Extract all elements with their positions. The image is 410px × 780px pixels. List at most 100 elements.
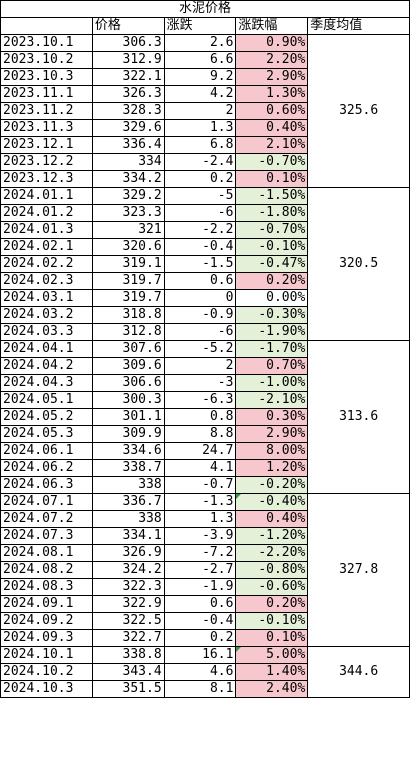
change-pct-cell[interactable]: -0.40% (235, 493, 309, 511)
change-cell[interactable]: 24.7 (163, 442, 237, 460)
price-cell[interactable]: 322.7 (91, 629, 165, 647)
price-cell[interactable]: 336.7 (91, 493, 165, 511)
change-cell[interactable]: 4.6 (163, 663, 237, 681)
date-cell[interactable]: 2024.01.2 (0, 204, 93, 222)
date-cell[interactable]: 2024.09.2 (0, 612, 93, 630)
change-cell[interactable]: 8.1 (163, 680, 237, 698)
change-cell[interactable]: 6.8 (163, 136, 237, 154)
change-pct-cell[interactable]: 0.60% (235, 102, 309, 120)
change-cell[interactable]: -7.2 (163, 544, 237, 562)
change-cell[interactable]: 4.1 (163, 459, 237, 477)
change-cell[interactable]: -5 (163, 187, 237, 205)
change-cell[interactable]: 2 (163, 102, 237, 120)
change-cell[interactable]: -6 (163, 323, 237, 341)
change-cell[interactable]: -6.3 (163, 391, 237, 409)
date-cell[interactable]: 2024.09.1 (0, 595, 93, 613)
header-change[interactable]: 涨跌 (163, 17, 237, 35)
price-cell[interactable]: 321 (91, 221, 165, 239)
date-cell[interactable]: 2023.10.1 (0, 34, 93, 52)
price-cell[interactable]: 338.7 (91, 459, 165, 477)
date-cell[interactable]: 2024.10.1 (0, 646, 93, 664)
change-pct-cell[interactable]: -2.10% (235, 391, 309, 409)
date-cell[interactable]: 2024.03.3 (0, 323, 93, 341)
price-cell[interactable]: 319.7 (91, 289, 165, 307)
change-pct-cell[interactable]: -1.70% (235, 340, 309, 358)
price-cell[interactable]: 300.3 (91, 391, 165, 409)
date-cell[interactable]: 2024.05.2 (0, 408, 93, 426)
change-cell[interactable]: -0.4 (163, 612, 237, 630)
change-pct-cell[interactable]: -0.80% (235, 561, 309, 579)
price-cell[interactable]: 338.8 (91, 646, 165, 664)
change-cell[interactable]: -0.9 (163, 306, 237, 324)
change-pct-cell[interactable]: 0.10% (235, 629, 309, 647)
date-cell[interactable]: 2024.03.1 (0, 289, 93, 307)
change-pct-cell[interactable]: 1.40% (235, 663, 309, 681)
date-cell[interactable]: 2024.01.3 (0, 221, 93, 239)
price-cell[interactable]: 338 (91, 510, 165, 528)
change-cell[interactable]: -2.2 (163, 221, 237, 239)
date-cell[interactable]: 2024.08.2 (0, 561, 93, 579)
change-pct-cell[interactable]: 1.20% (235, 459, 309, 477)
sheet-title[interactable]: 水泥价格 (0, 0, 410, 18)
price-cell[interactable]: 328.3 (91, 102, 165, 120)
change-cell[interactable]: -1.9 (163, 578, 237, 596)
change-pct-cell[interactable]: -0.10% (235, 238, 309, 256)
change-pct-cell[interactable]: 0.40% (235, 119, 309, 137)
date-cell[interactable]: 2024.01.1 (0, 187, 93, 205)
change-pct-cell[interactable]: 0.90% (235, 34, 309, 52)
price-cell[interactable]: 334 (91, 153, 165, 171)
price-cell[interactable]: 326.9 (91, 544, 165, 562)
price-cell[interactable]: 351.5 (91, 680, 165, 698)
date-cell[interactable]: 2023.12.3 (0, 170, 93, 188)
price-cell[interactable]: 322.3 (91, 578, 165, 596)
date-cell[interactable]: 2024.07.1 (0, 493, 93, 511)
change-cell[interactable]: 2 (163, 357, 237, 375)
change-pct-cell[interactable]: -0.10% (235, 612, 309, 630)
change-cell[interactable]: 1.3 (163, 119, 237, 137)
change-pct-cell[interactable]: 0.20% (235, 595, 309, 613)
date-cell[interactable]: 2024.05.3 (0, 425, 93, 443)
change-pct-cell[interactable]: 1.30% (235, 85, 309, 103)
change-pct-cell[interactable]: -2.20% (235, 544, 309, 562)
header-price[interactable]: 价格 (91, 17, 165, 35)
date-cell[interactable]: 2023.10.3 (0, 68, 93, 86)
price-cell[interactable]: 312.9 (91, 51, 165, 69)
date-cell[interactable]: 2023.10.2 (0, 51, 93, 69)
change-pct-cell[interactable]: -1.00% (235, 374, 309, 392)
date-cell[interactable]: 2024.03.2 (0, 306, 93, 324)
price-cell[interactable]: 338 (91, 476, 165, 494)
change-cell[interactable]: 0.6 (163, 272, 237, 290)
price-cell[interactable]: 329.6 (91, 119, 165, 137)
change-pct-cell[interactable]: 5.00% (235, 646, 309, 664)
date-cell[interactable]: 2024.10.2 (0, 663, 93, 681)
change-cell[interactable]: -1.5 (163, 255, 237, 273)
header-change-pct[interactable]: 涨跌幅 (235, 17, 309, 35)
date-cell[interactable]: 2024.06.1 (0, 442, 93, 460)
change-pct-cell[interactable]: 0.70% (235, 357, 309, 375)
change-cell[interactable]: 2.6 (163, 34, 237, 52)
change-cell[interactable]: -6 (163, 204, 237, 222)
change-cell[interactable]: 0.2 (163, 170, 237, 188)
date-cell[interactable]: 2024.09.3 (0, 629, 93, 647)
price-cell[interactable]: 326.3 (91, 85, 165, 103)
price-cell[interactable]: 322.1 (91, 68, 165, 86)
date-cell[interactable]: 2024.02.3 (0, 272, 93, 290)
price-cell[interactable]: 319.7 (91, 272, 165, 290)
change-pct-cell[interactable]: -0.30% (235, 306, 309, 324)
price-cell[interactable]: 336.4 (91, 136, 165, 154)
change-cell[interactable]: 9.2 (163, 68, 237, 86)
date-cell[interactable]: 2023.11.3 (0, 119, 93, 137)
change-cell[interactable]: -0.7 (163, 476, 237, 494)
change-cell[interactable]: 8.8 (163, 425, 237, 443)
change-cell[interactable]: 0.2 (163, 629, 237, 647)
quarter-avg-cell[interactable]: 320.5 (307, 187, 410, 341)
price-cell[interactable]: 306.6 (91, 374, 165, 392)
change-pct-cell[interactable]: 2.90% (235, 68, 309, 86)
change-cell[interactable]: 0.8 (163, 408, 237, 426)
date-cell[interactable]: 2024.07.2 (0, 510, 93, 528)
price-cell[interactable]: 334.1 (91, 527, 165, 545)
price-cell[interactable]: 306.3 (91, 34, 165, 52)
price-cell[interactable]: 323.3 (91, 204, 165, 222)
change-cell[interactable]: -2.4 (163, 153, 237, 171)
change-pct-cell[interactable]: 2.90% (235, 425, 309, 443)
